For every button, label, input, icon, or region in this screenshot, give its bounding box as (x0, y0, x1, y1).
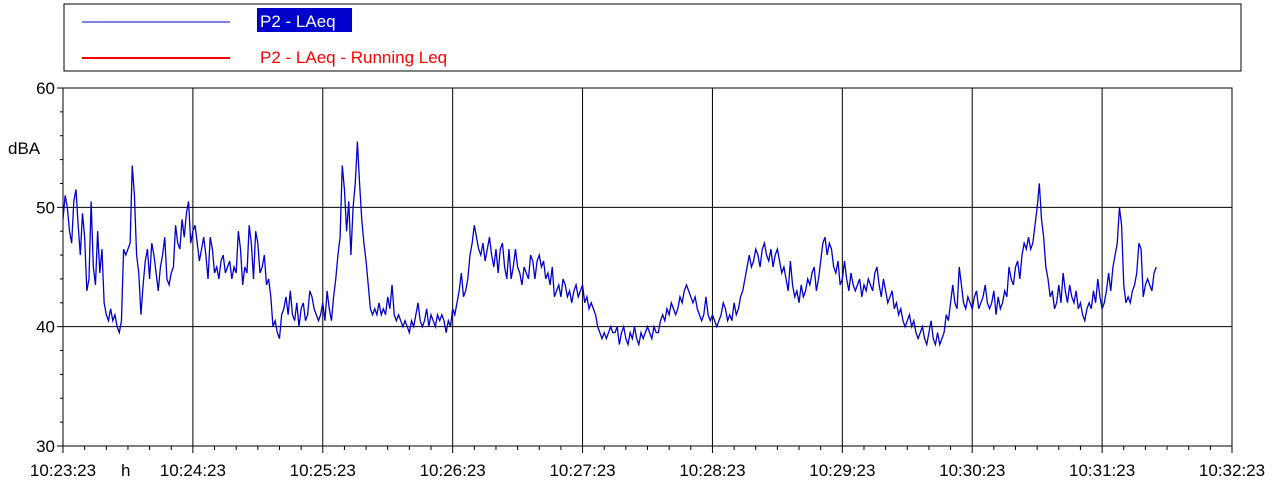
minor-ticks (60, 111, 1211, 450)
plot-frame (62, 87, 1233, 447)
y-tick-labels: 30 40 50 60 (36, 79, 55, 456)
legend-box (63, 3, 1242, 72)
x-tick-label: 10:28:23 (679, 461, 745, 480)
legend-label-running-leq: P2 - LAeq - Running Leq (260, 48, 447, 67)
legend-label-laeq-highlight (257, 8, 352, 32)
x-tick-labels: 10:23:23 10:24:23 10:25:23 10:26:23 10:27:23… (30, 461, 1265, 480)
legend: P2 - LAeq P2 - LAeq - Running Leq (63, 3, 1242, 72)
x-tick-label: 10:27:23 (549, 461, 615, 480)
y-tick-label: 50 (36, 198, 55, 217)
x-tick-label: 10:26:23 (420, 461, 486, 480)
y-tick-label: 60 (36, 79, 55, 98)
y-axis-label: dBA (8, 139, 41, 158)
plot-area: 30 40 50 60 10:23:23 10:24:23 10:25:23 10:26:2… (8, 79, 1265, 480)
x-axis-unit-label: h (121, 461, 130, 480)
legend-label-laeq: P2 - LAeq (260, 12, 336, 31)
series-line-laeq (62, 141, 1157, 348)
x-tick-label: 10:30:23 (939, 461, 1005, 480)
x-tick-label: 10:24:23 (160, 461, 226, 480)
x-tick-label: 10:25:23 (290, 461, 356, 480)
y-tick-label: 30 (36, 437, 55, 456)
x-tick-label: 10:32:23 (1199, 461, 1265, 480)
x-tick-label: 10:29:23 (809, 461, 875, 480)
x-tick-label: 10:23:23 (30, 461, 96, 480)
x-tick-label: 10:31:23 (1069, 461, 1135, 480)
y-tick-label: 40 (36, 318, 55, 337)
